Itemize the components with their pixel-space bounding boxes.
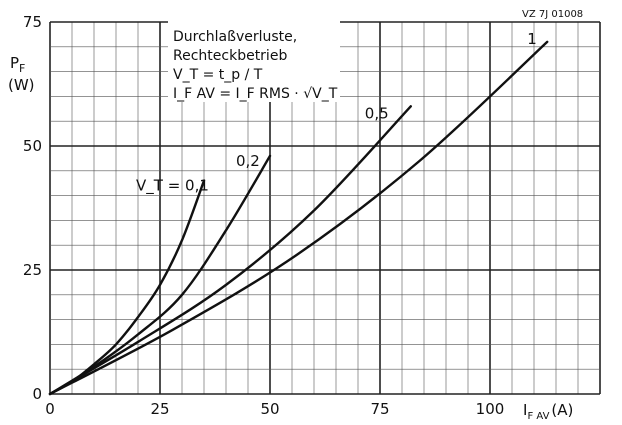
series-line xyxy=(48,154,272,396)
y-axis-symbol: P xyxy=(10,54,19,72)
y-axis-label: PF xyxy=(10,54,25,75)
x-tick-label: 100 xyxy=(476,400,505,418)
legend-line-2: Rechteckbetrieb xyxy=(173,48,287,64)
series-label: V_T = 0,1 xyxy=(136,177,209,196)
series-line xyxy=(48,179,206,396)
series-label: 1 xyxy=(527,30,537,48)
chart-series-labels: V_T = 0,1 0,2 0,5 1 xyxy=(136,30,537,196)
legend-line-3: V_T = t_p / T xyxy=(173,67,263,83)
chart-curves xyxy=(48,40,549,396)
y-tick-label: 50 xyxy=(23,137,42,155)
legend-line-4: I_F AV = I_F RMS · √V_T xyxy=(173,86,338,102)
x-axis-symbol: I xyxy=(523,401,527,419)
legend-line-1: Durchlaßverluste, xyxy=(173,29,297,45)
x-tick-label: 0 xyxy=(45,400,55,418)
series-label: 0,2 xyxy=(236,152,260,170)
y-axis-subscript: F xyxy=(19,62,25,75)
x-tick-label: 25 xyxy=(150,400,169,418)
x-axis-unit: (A) xyxy=(551,401,573,419)
x-axis-label: IF AV (A) xyxy=(523,401,573,422)
series-line xyxy=(48,40,549,396)
figure-reference: VZ 7J 01008 xyxy=(522,9,583,20)
series-label: 0,5 xyxy=(365,104,389,122)
series-line xyxy=(48,105,412,396)
x-tick-label: 50 xyxy=(260,400,279,418)
y-tick-label: 75 xyxy=(23,13,42,31)
x-axis-subscript: F AV xyxy=(527,411,549,422)
legend-box xyxy=(168,20,340,102)
y-axis-unit: (W) xyxy=(8,76,35,94)
y-tick-label: 25 xyxy=(23,261,42,279)
y-axis-label-bg xyxy=(6,48,46,94)
y-tick-label: 0 xyxy=(32,385,42,403)
x-tick-label: 75 xyxy=(370,400,389,418)
x-axis-label-bg xyxy=(520,398,620,422)
